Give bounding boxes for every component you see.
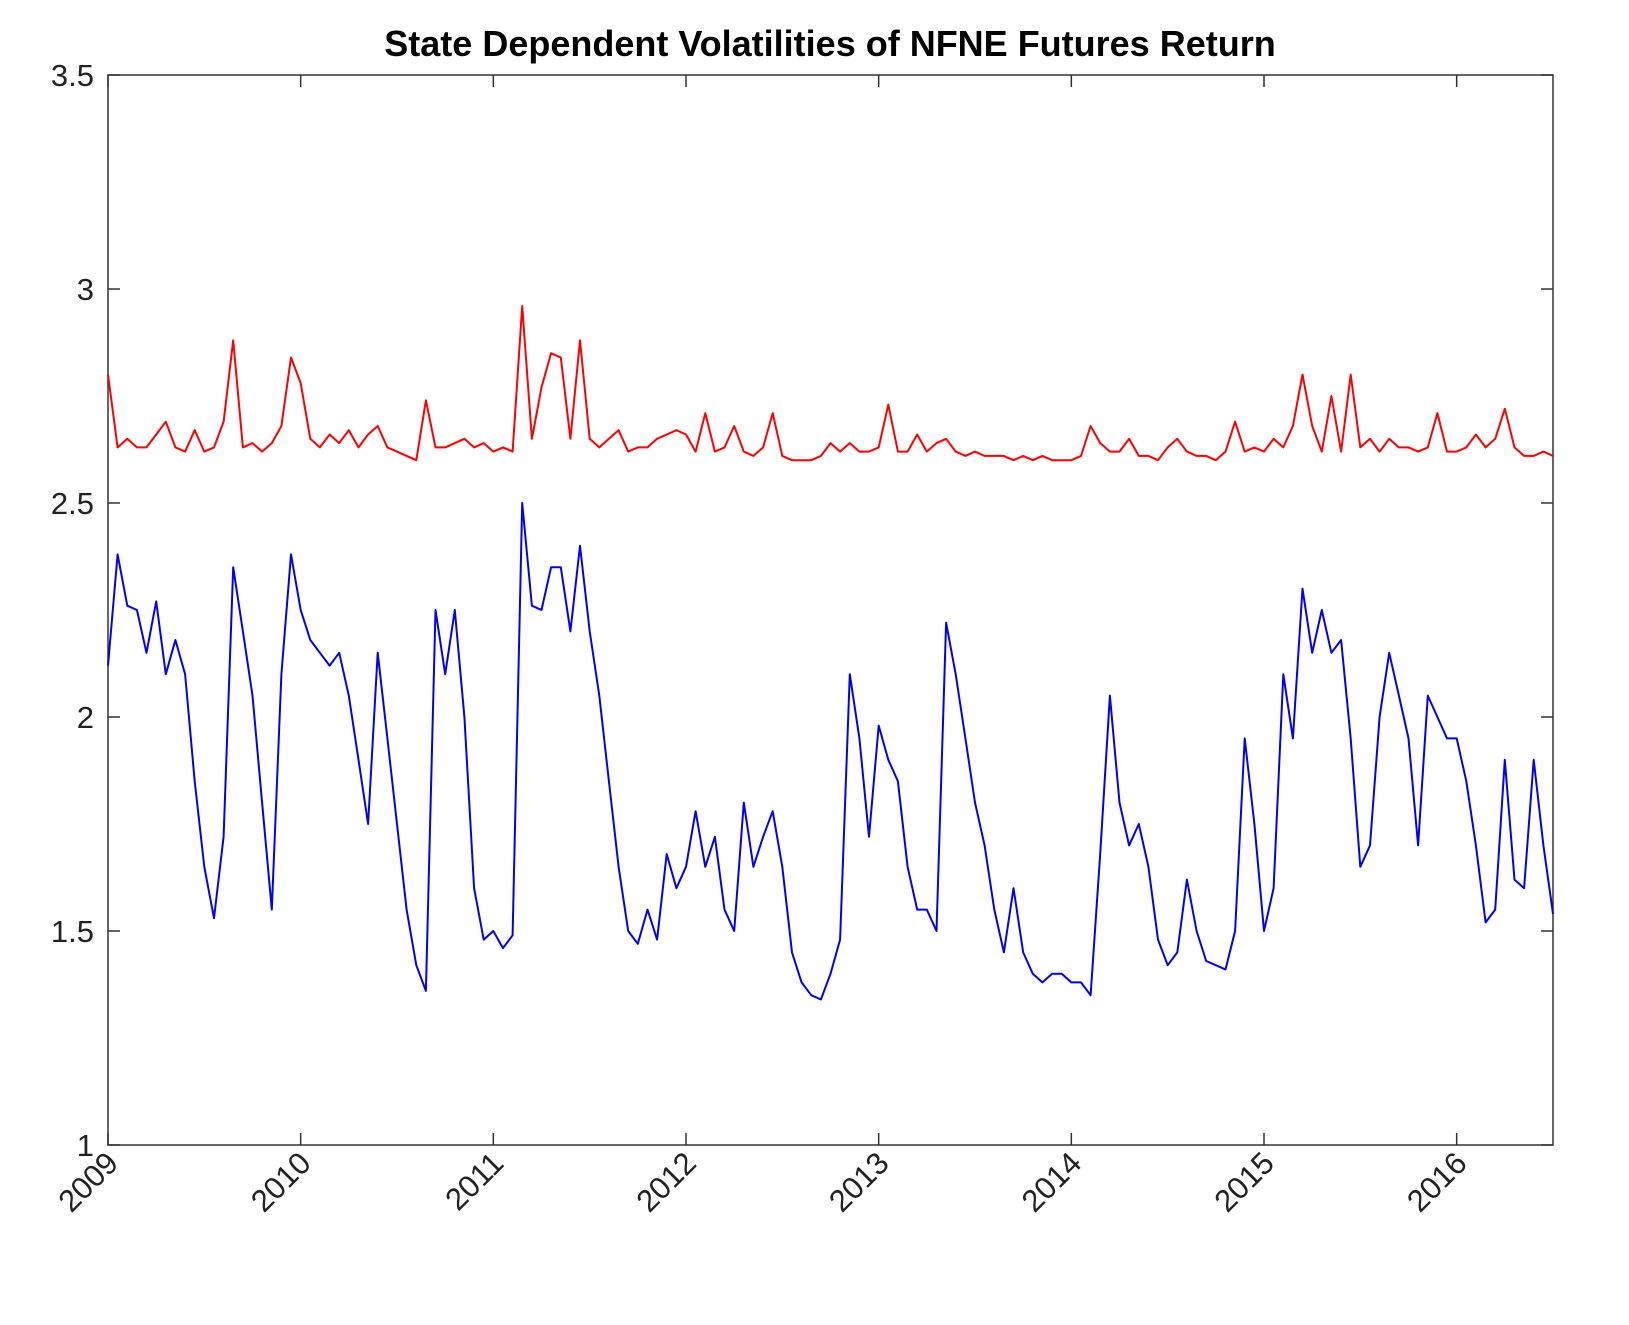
y-tick-label: 2.5 (51, 486, 94, 521)
x-tick-label: 2014 (1015, 1145, 1089, 1219)
y-tick-label: 1 (77, 1128, 94, 1163)
series-line (107, 305, 1554, 462)
y-tick-label: 1.5 (51, 914, 94, 949)
plot-frame (107, 74, 1554, 1146)
x-tick-label: 2016 (1400, 1145, 1474, 1219)
x-tick-label: 2015 (1207, 1145, 1281, 1219)
y-tick-label: 3 (77, 272, 94, 307)
chart-title: State Dependent Volatilities of NFNE Fut… (384, 23, 1275, 64)
y-tick-label: 2 (77, 700, 94, 735)
series-line (107, 502, 1554, 1001)
x-tick-label: 2012 (629, 1145, 703, 1219)
x-tick-label: 2013 (822, 1145, 896, 1219)
x-tick-label: 2011 (438, 1145, 510, 1217)
x-tick-label: 2009 (51, 1145, 125, 1219)
x-tick-label: 2010 (244, 1145, 318, 1219)
y-tick-label: 3.5 (51, 58, 94, 93)
